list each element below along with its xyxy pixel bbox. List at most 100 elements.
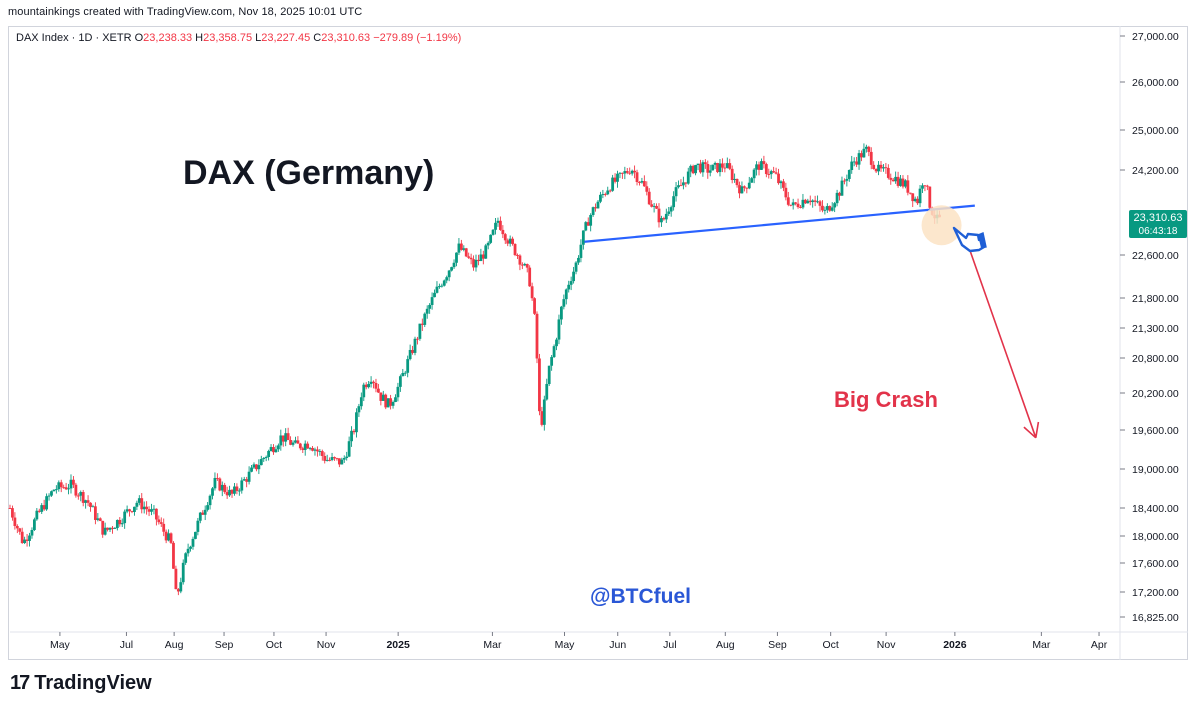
candle	[323, 452, 327, 464]
candle	[47, 493, 51, 501]
candle	[333, 456, 336, 461]
candle	[289, 436, 292, 446]
candle	[764, 162, 768, 178]
candle	[816, 195, 819, 204]
candle	[747, 176, 751, 190]
last-price-tag: 23,310.63 06:43:18	[1129, 210, 1187, 238]
crash-label: Big Crash	[834, 387, 938, 412]
candle	[398, 374, 402, 392]
candle	[115, 519, 119, 531]
candle	[379, 392, 383, 406]
candle	[652, 203, 656, 213]
candle	[316, 446, 319, 457]
candle	[921, 183, 924, 194]
pointing-hand-icon	[952, 226, 987, 253]
candle	[435, 281, 439, 294]
candle	[589, 213, 593, 232]
candle	[750, 176, 754, 183]
candle	[894, 171, 898, 184]
candle	[886, 164, 890, 180]
candle	[667, 207, 671, 217]
candle	[457, 238, 461, 255]
candle	[462, 245, 466, 252]
candle	[484, 243, 488, 259]
candle	[391, 400, 395, 409]
candle	[74, 482, 78, 498]
ohlc-legend: DAX Index · 1D · XETR O23,238.33 H23,358…	[16, 32, 461, 44]
time-tick-label: Mar	[1032, 639, 1051, 651]
candle	[581, 230, 585, 250]
candle	[452, 259, 456, 270]
candle	[472, 255, 475, 271]
candle	[72, 476, 75, 488]
time-tick-label: May	[50, 639, 71, 651]
candle	[42, 499, 46, 511]
candle	[445, 275, 449, 284]
candle	[113, 526, 117, 529]
candle	[657, 203, 661, 228]
candle	[528, 265, 532, 287]
candle-series	[8, 143, 941, 596]
candle	[174, 565, 178, 590]
candle	[396, 382, 400, 402]
candle	[574, 261, 578, 275]
candle	[186, 543, 190, 557]
candle	[228, 485, 231, 497]
price-tick-label: 24,200.00	[1132, 165, 1179, 177]
close-label: C	[313, 32, 322, 44]
candle	[674, 181, 678, 202]
candle	[303, 440, 307, 456]
candle	[125, 505, 129, 514]
candle	[64, 482, 68, 491]
candle	[23, 536, 27, 545]
price-scale-ticks: 27,000.00 26,000.00 25,000.00 24,200.00 22,6…	[1119, 26, 1179, 660]
candle	[252, 462, 256, 470]
candle	[767, 168, 771, 179]
candle	[572, 266, 575, 284]
symbol-label: DAX Index · 1D · XETR	[16, 32, 132, 44]
candle	[403, 370, 407, 376]
candle	[518, 254, 522, 271]
candle	[464, 247, 468, 258]
candle	[906, 175, 910, 196]
chart-frame[interactable]	[8, 26, 1188, 660]
candle	[799, 205, 802, 209]
candle	[347, 436, 351, 458]
chart-title: DAX (Germany)	[183, 154, 434, 192]
candle	[899, 174, 902, 187]
candle	[852, 157, 856, 167]
candle	[13, 512, 17, 530]
candle	[730, 165, 734, 184]
candle	[311, 445, 314, 452]
price-tick-label: 19,600.00	[1132, 425, 1179, 437]
candle	[896, 171, 900, 188]
candle	[796, 198, 800, 209]
candle	[721, 158, 724, 173]
candle	[240, 477, 244, 494]
candle	[547, 365, 551, 386]
candle	[337, 458, 341, 468]
candle	[167, 529, 170, 542]
candle	[738, 181, 741, 199]
candle	[84, 499, 88, 509]
candle	[223, 482, 227, 494]
candle	[213, 472, 217, 491]
candle	[364, 382, 368, 390]
tradingview-logo[interactable]: 17 TradingView	[10, 672, 152, 695]
candle	[635, 169, 639, 186]
candle	[372, 380, 375, 389]
candle	[196, 517, 200, 536]
candle	[352, 429, 356, 435]
candle	[530, 282, 534, 301]
candle	[340, 457, 344, 465]
candle	[279, 429, 283, 451]
candle	[128, 508, 131, 517]
candle	[59, 479, 63, 493]
support-trendline[interactable]	[584, 204, 975, 243]
candle	[389, 394, 393, 410]
candle	[699, 159, 702, 174]
candle	[625, 167, 629, 175]
high-value: 23,358.75	[203, 32, 253, 44]
candle	[91, 504, 95, 508]
